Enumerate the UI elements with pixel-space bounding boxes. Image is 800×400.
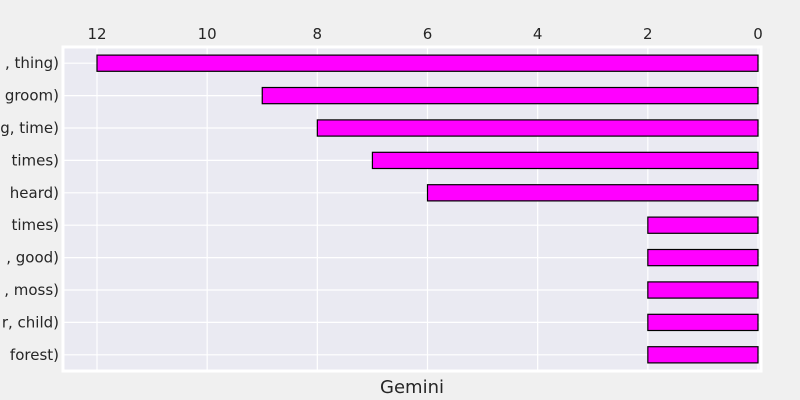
x-tick-label: 8 [313, 25, 323, 43]
x-tick-label: 4 [533, 25, 543, 43]
bar [316, 119, 759, 137]
y-tick-label: , moss) [4, 281, 59, 299]
bar [647, 248, 759, 267]
y-tick-label: forest) [10, 346, 59, 364]
y-tick-label: r, child) [2, 313, 59, 331]
bar [647, 346, 759, 364]
bar [647, 313, 759, 332]
bar [96, 54, 759, 72]
bar [261, 86, 759, 105]
bar [647, 216, 759, 234]
x-tick-label: 2 [643, 25, 653, 43]
bars [96, 54, 759, 364]
y-tick-label: , good) [6, 249, 59, 267]
y-tick-label: g, time) [0, 119, 59, 137]
bar [647, 281, 759, 299]
y-tick-label: groom) [5, 87, 59, 105]
y-tick-label: times) [11, 216, 59, 234]
bar [371, 151, 759, 170]
y-tick-label: , thing) [5, 54, 59, 72]
bar [426, 184, 759, 202]
x-axis-title: Gemini [380, 377, 444, 398]
y-tick-label: heard) [10, 184, 59, 202]
x-tick-label: 10 [198, 25, 217, 43]
y-tick-labels: , thing) groom) g, time) times) heard) tim… [0, 54, 59, 364]
y-tick-label: times) [11, 151, 59, 169]
x-tick-labels: 12 10 8 6 4 2 0 [87, 25, 762, 43]
x-tick-label: 12 [87, 25, 106, 43]
x-tick-label: 6 [423, 25, 433, 43]
x-tick-label: 0 [753, 25, 763, 43]
